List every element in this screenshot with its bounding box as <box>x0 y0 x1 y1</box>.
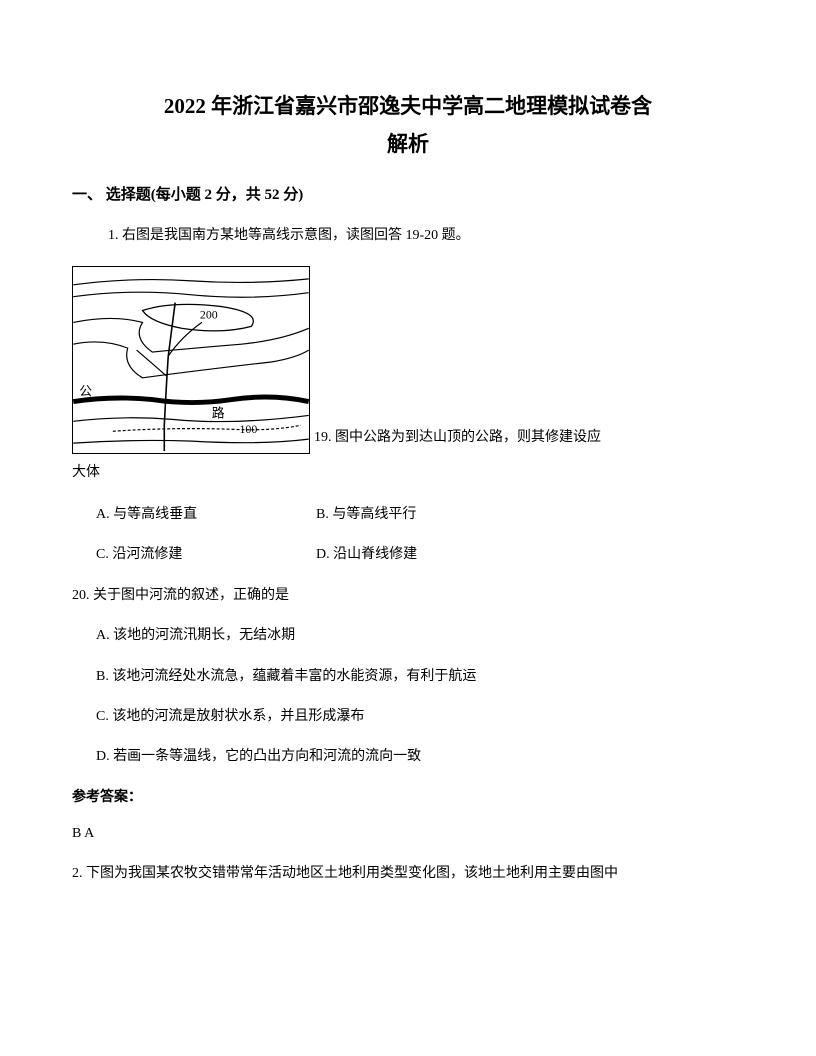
page-title-line1: 2022 年浙江省嘉兴市邵逸夫中学高二地理模拟试卷含 <box>72 90 744 124</box>
q19-option-c: C. 沿河流修建 <box>96 544 316 566</box>
q19-options-row2: C. 沿河流修建 D. 沿山脊线修建 <box>96 544 744 566</box>
section-1-header: 一、 选择题(每小题 2 分，共 52 分) <box>72 183 744 207</box>
answer-label: 参考答案： <box>72 787 744 809</box>
q20-option-c: C. 该地的河流是放射状水系，并且形成瀑布 <box>96 706 744 728</box>
q19-option-a: A. 与等高线垂直 <box>96 504 316 526</box>
contour-label-100: 100 <box>239 422 257 436</box>
road-label-right: 路 <box>212 405 225 420</box>
q20-option-a: A. 该地的河流汛期长，无结冰期 <box>96 625 744 647</box>
contour-label-200: 200 <box>200 307 218 321</box>
figure-row: 200 公 路 100 19. 图中公路为到达山顶的公路，则其修建设应 <box>72 266 744 454</box>
q19-option-b: B. 与等高线平行 <box>316 504 416 526</box>
answer-value: B A <box>72 823 744 845</box>
contour-svg: 200 公 路 100 <box>73 267 309 453</box>
q19-tail: 大体 <box>72 462 744 484</box>
q20-option-b: B. 该地河流经处水流急，蕴藏着丰富的水能资源，有利于航运 <box>96 666 744 688</box>
q19-inline-text: 19. 图中公路为到达山顶的公路，则其修建设应 <box>314 427 601 453</box>
q19-option-d: D. 沿山脊线修建 <box>316 544 417 566</box>
q20-stem: 20. 关于图中河流的叙述，正确的是 <box>72 585 744 607</box>
road-label-left: 公 <box>79 384 92 398</box>
q2-text: 2. 下图为我国某农牧交错带常年活动地区土地利用类型变化图，该地土地利用主要由图… <box>72 863 744 885</box>
q1-intro: 1. 右图是我国南方某地等高线示意图，读图回答 19-20 题。 <box>108 225 744 247</box>
page-title-line2: 解析 <box>72 128 744 162</box>
q19-options-row1: A. 与等高线垂直 B. 与等高线平行 <box>96 504 744 526</box>
contour-map: 200 公 路 100 <box>72 266 310 454</box>
q20-option-d: D. 若画一条等温线，它的凸出方向和河流的流向一致 <box>96 746 744 768</box>
